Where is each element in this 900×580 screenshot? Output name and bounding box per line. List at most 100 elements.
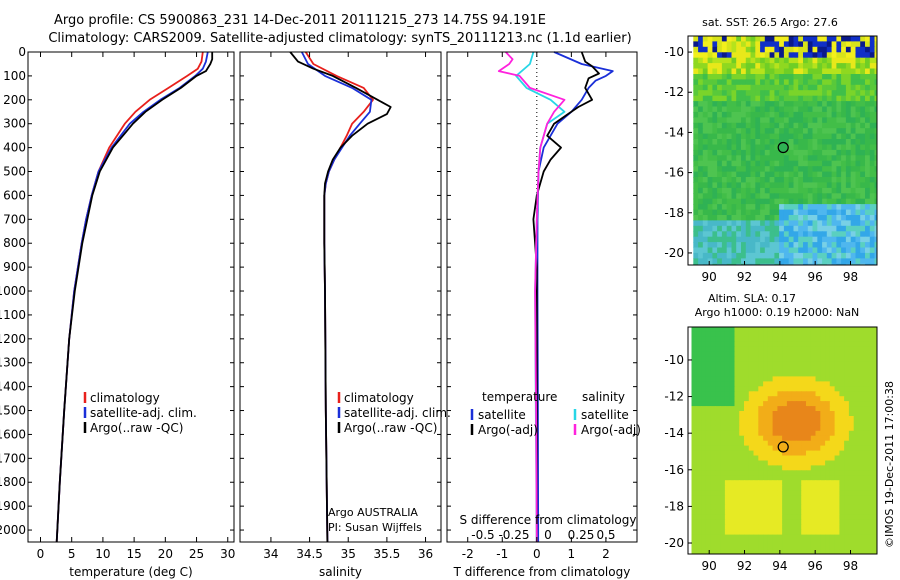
map-cell: [729, 381, 736, 387]
map-cell: [865, 101, 871, 108]
map-cell: [764, 128, 771, 135]
map-cell: [836, 106, 842, 113]
map-cell: [786, 391, 793, 397]
map-cell: [796, 460, 802, 466]
map-cell: [826, 133, 833, 140]
map-cell: [696, 351, 702, 358]
map-cell: [853, 406, 860, 412]
map-cell: [724, 445, 731, 452]
map-cell: [705, 490, 712, 496]
map-cell: [769, 193, 775, 200]
map-cell: [806, 411, 812, 417]
map-cell: [865, 155, 871, 162]
map-cell: [758, 331, 764, 338]
map-cell: [736, 144, 742, 151]
map-cell: [791, 356, 798, 363]
map-cell: [744, 396, 750, 402]
map-cell: [796, 524, 802, 531]
map-cell: [758, 361, 764, 368]
map-cell: [855, 41, 861, 48]
map-cell: [710, 356, 716, 363]
map-cell: [841, 133, 847, 140]
map-cell: [753, 351, 759, 358]
map-cell: [702, 236, 709, 243]
map-cell: [822, 68, 828, 75]
map-cell: [839, 366, 845, 372]
map-cell: [729, 356, 736, 363]
map-cell: [750, 95, 756, 102]
map-cell: [855, 209, 861, 216]
map-cell: [834, 386, 840, 392]
map-cell: [758, 411, 764, 417]
map-cell: [860, 247, 866, 254]
map-cell: [868, 416, 874, 422]
map-cell: [786, 440, 793, 447]
map-cell: [858, 475, 864, 481]
map-cell: [793, 263, 799, 265]
map-cell: [729, 366, 736, 372]
map-cell: [874, 36, 877, 42]
map-cell: [869, 106, 876, 113]
map-cell: [845, 177, 852, 183]
map-cell: [691, 455, 697, 461]
map-cell: [783, 220, 790, 227]
map-cell: [848, 460, 855, 466]
map-cell: [724, 514, 731, 521]
map-cell: [803, 258, 809, 265]
map-cell: [839, 450, 845, 457]
map-cell: [807, 177, 814, 183]
map-cell: [791, 485, 798, 491]
map-cell: [853, 460, 860, 466]
map-cell: [736, 187, 742, 194]
map-cell: [712, 106, 718, 113]
map-cell: [841, 84, 847, 91]
map-cell: [772, 524, 778, 531]
map-cell: [793, 187, 799, 194]
map-cell: [693, 160, 699, 167]
map-cell: [702, 57, 709, 64]
map-cell: [696, 445, 702, 452]
map-cell: [810, 470, 817, 476]
map-cell: [820, 495, 826, 501]
map-cell: [755, 117, 761, 124]
map-cell: [834, 465, 840, 471]
map-cell: [777, 475, 783, 481]
map-cell: [793, 106, 799, 113]
legend-entry: Argo(-adj): [581, 423, 641, 437]
map-cell: [783, 36, 790, 42]
map-cell: [865, 187, 871, 194]
map-cell: [815, 420, 821, 427]
map-cell: [855, 95, 861, 102]
map-cell: [853, 509, 860, 516]
map-cell: [702, 204, 709, 211]
map-cell: [841, 144, 847, 151]
map-cell: [807, 36, 814, 42]
map-cell: [774, 106, 780, 113]
map-cell: [858, 534, 864, 541]
map-cell: [807, 171, 814, 178]
map-cell: [860, 117, 866, 124]
map-cell: [863, 327, 869, 333]
map-cell: [736, 155, 742, 162]
legend-entry: satellite: [478, 408, 526, 422]
map-cell: [839, 391, 845, 397]
map-cell: [848, 485, 855, 491]
map-cell: [855, 101, 861, 108]
map-cell: [698, 101, 704, 108]
map-cell: [850, 236, 857, 243]
map-cell: [701, 376, 707, 382]
map-cell: [744, 549, 750, 554]
map-cell: [767, 420, 774, 427]
map-x-tick-label: 94: [772, 270, 787, 284]
map-cell: [691, 519, 697, 526]
map-cell: [739, 386, 745, 392]
map-cell: [848, 544, 855, 550]
map-cell: [693, 101, 699, 108]
map-cell: [750, 236, 756, 243]
map-cell: [739, 391, 745, 397]
map-cell: [777, 495, 783, 501]
map-cell: [855, 46, 861, 53]
map-cell: [822, 41, 828, 48]
map-cell: [769, 160, 775, 167]
map-cell: [788, 111, 795, 118]
